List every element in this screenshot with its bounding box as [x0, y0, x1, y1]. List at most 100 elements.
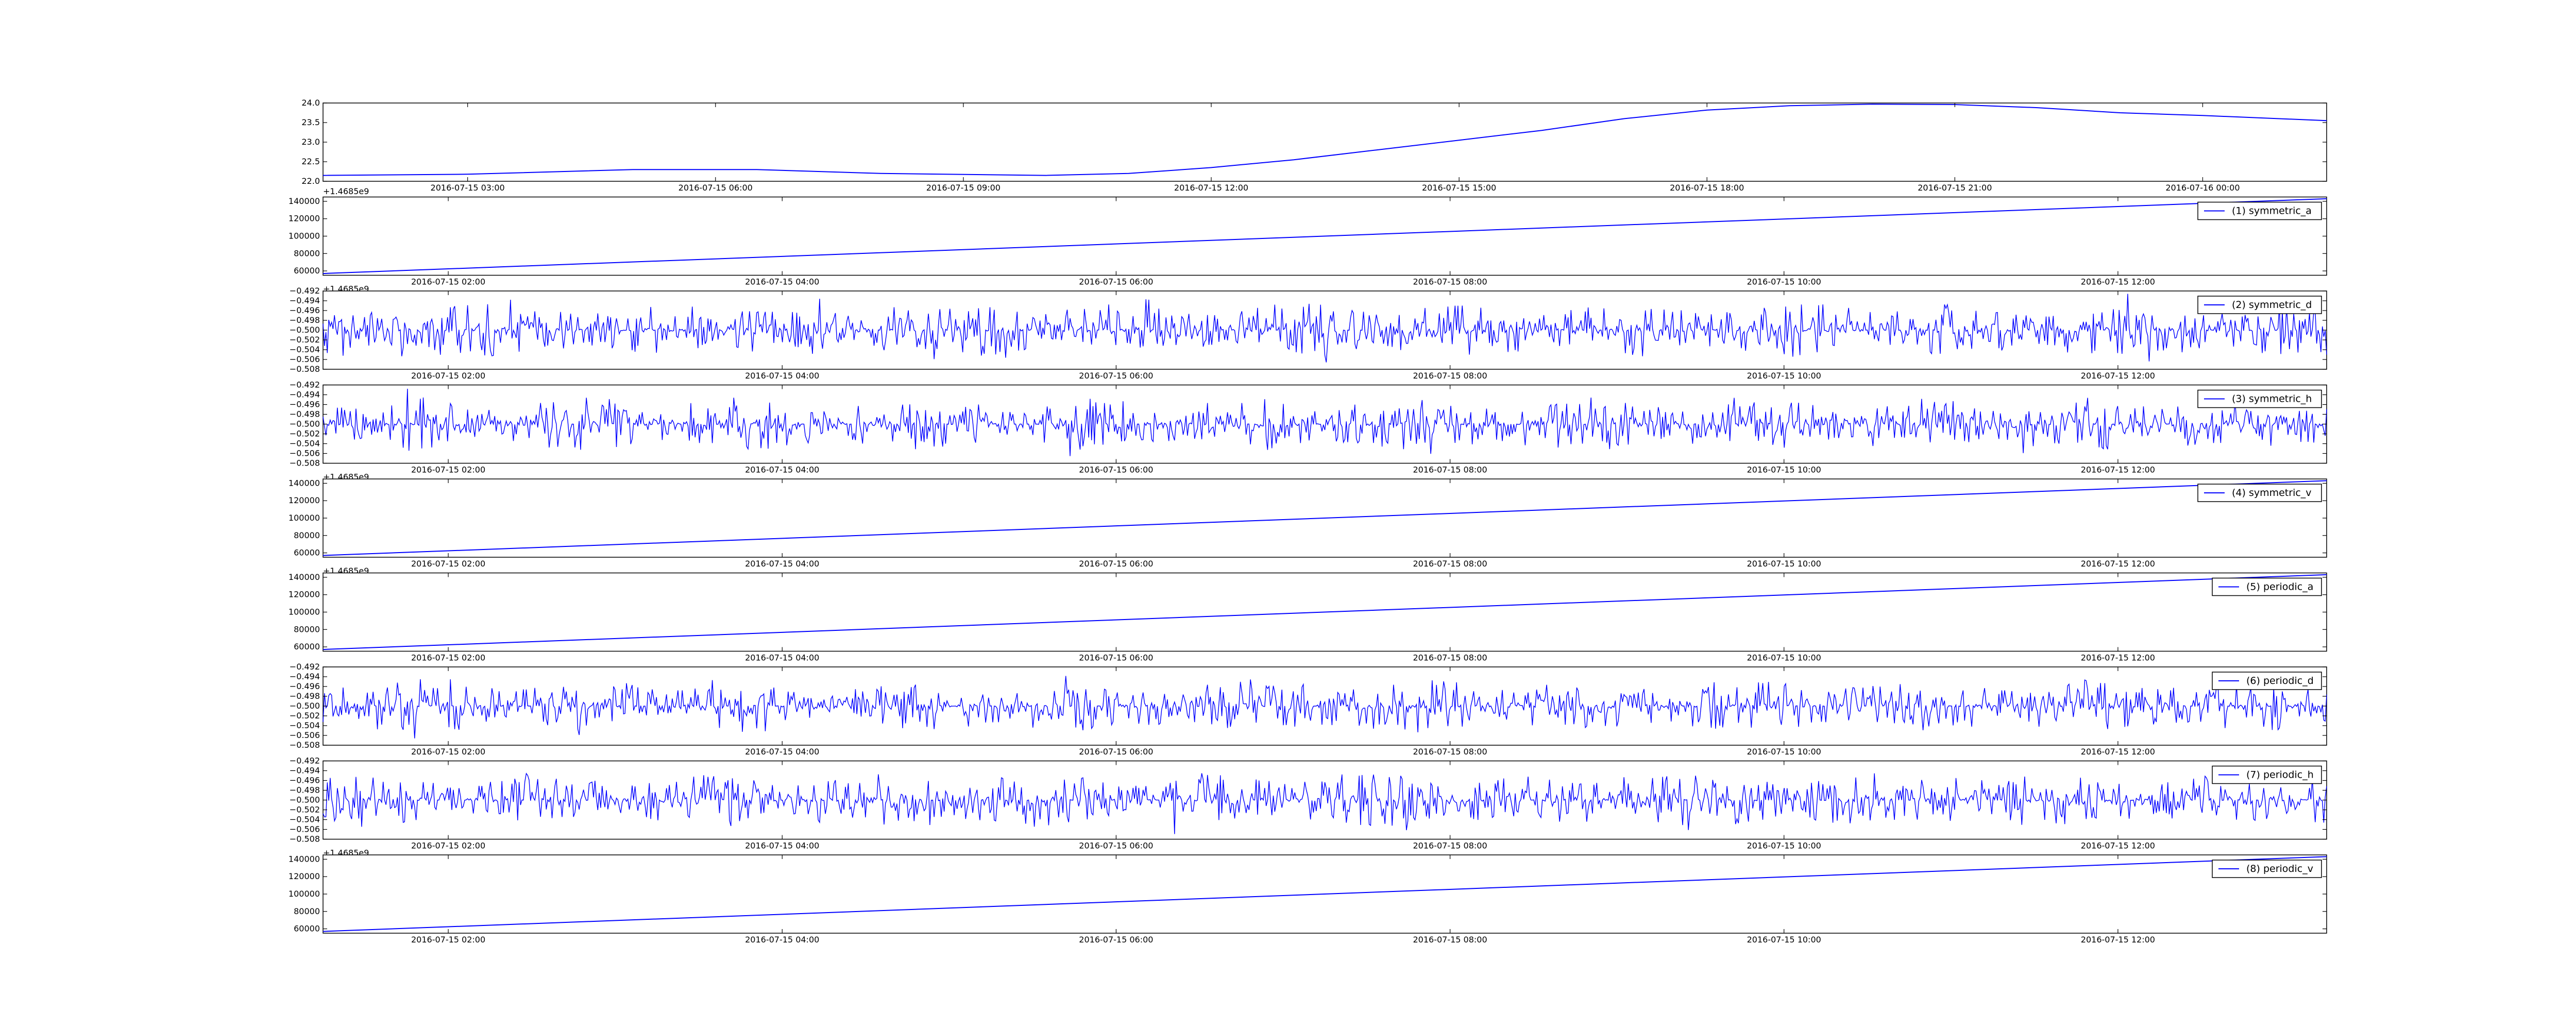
y-tick-label: −0.496 — [290, 400, 320, 409]
y-tick-label: −0.502 — [290, 711, 320, 720]
legend-label: (2) symmetric_d — [2232, 299, 2312, 311]
y-tick-label: −0.494 — [290, 390, 320, 400]
x-tick-label: 2016-07-15 06:00 — [1079, 465, 1153, 475]
y-tick-label: −0.498 — [290, 315, 320, 325]
y-tick-label: 100000 — [289, 607, 320, 617]
y-tick-label: 60000 — [294, 266, 320, 276]
y-tick-label: 80000 — [294, 248, 320, 258]
y-tick-label: 80000 — [294, 624, 320, 634]
subplot-1: 60000 80000 100000 120000 140000 2016-07-15 0… — [289, 196, 2327, 294]
x-tick-label: 2016-07-15 10:00 — [1747, 841, 1821, 851]
y-tick-label: −0.508 — [290, 458, 320, 468]
legend-label: (7) periodic_h — [2246, 769, 2314, 781]
y-tick-label: 80000 — [294, 906, 320, 916]
y-tick-label: −0.504 — [290, 345, 320, 354]
legend-label: (4) symmetric_v — [2232, 487, 2312, 499]
x-tick-label: 2016-07-15 04:00 — [745, 747, 819, 757]
x-tick-label: 2016-07-15 06:00 — [1079, 277, 1153, 287]
x-tick-label: 2016-07-15 12:00 — [2081, 935, 2155, 945]
y-tick-label: 120000 — [289, 214, 320, 224]
x-tick-label: 2016-07-15 06:00 — [1079, 559, 1153, 569]
x-tick-label: 2016-07-15 10:00 — [1747, 935, 1821, 945]
x-tick-label: 2016-07-15 02:00 — [411, 935, 485, 945]
y-tick-label: 140000 — [289, 854, 320, 864]
x-tick-label: 2016-07-15 06:00 — [679, 183, 753, 193]
series-line — [323, 388, 2327, 456]
y-tick-label: 23.0 — [301, 137, 320, 147]
legend: (3) symmetric_h — [2197, 389, 2322, 408]
subplot-5: 60000 80000 100000 120000 140000 2016-07-15 0… — [289, 572, 2327, 663]
y-tick-label: −0.508 — [290, 364, 320, 374]
subplot-8: 60000 80000 100000 120000 140000 2016-07-15 0… — [289, 854, 2327, 945]
x-tick-label: 2016-07-15 10:00 — [1747, 559, 1821, 569]
subplot-3: −0.508−0.506−0.504−0.502−0.500−0.498−0.4… — [290, 380, 2327, 482]
x-tick-label: 2016-07-15 12:00 — [2081, 653, 2155, 663]
y-tick-label: −0.498 — [290, 691, 320, 701]
y-tick-label: −0.498 — [290, 409, 320, 419]
x-tick-label: 2016-07-15 10:00 — [1747, 371, 1821, 381]
x-tick-label: 2016-07-15 03:00 — [431, 183, 505, 193]
y-tick-label: −0.492 — [290, 380, 320, 390]
series-line — [323, 198, 2327, 274]
y-tick-label: 140000 — [289, 196, 320, 206]
x-tick-label: 2016-07-15 12:00 — [2081, 841, 2155, 851]
y-tick-label: −0.506 — [290, 449, 320, 458]
legend: (6) periodic_d — [2212, 672, 2322, 690]
y-tick-label: −0.500 — [290, 419, 320, 429]
y-tick-label: −0.494 — [290, 672, 320, 681]
y-tick-label: −0.494 — [290, 766, 320, 776]
axes-frame — [323, 384, 2327, 464]
x-tick-label: 2016-07-15 08:00 — [1413, 653, 1487, 663]
y-tick-label: −0.502 — [290, 805, 320, 815]
series-line — [323, 772, 2327, 834]
y-tick-label: −0.508 — [290, 740, 320, 750]
subplot-6: −0.508−0.506−0.504−0.502−0.500−0.498−0.4… — [290, 662, 2327, 757]
y-tick-label: −0.504 — [290, 439, 320, 449]
series-line — [323, 856, 2327, 932]
x-tick-label: 2016-07-15 10:00 — [1747, 653, 1821, 663]
y-tick-label: −0.496 — [290, 305, 320, 315]
axes-frame — [323, 102, 2327, 182]
x-tick-label: 2016-07-15 10:00 — [1747, 465, 1821, 475]
x-tick-label: 2016-07-15 06:00 — [1079, 841, 1153, 851]
legend: (8) periodic_v — [2212, 860, 2322, 878]
y-tick-label: 22.0 — [301, 176, 320, 186]
x-tick-label: 2016-07-15 12:00 — [2081, 465, 2155, 475]
x-tick-label: 2016-07-15 04:00 — [745, 841, 819, 851]
y-tick-label: 60000 — [294, 924, 320, 934]
x-tick-label: 2016-07-15 08:00 — [1413, 559, 1487, 569]
subplot-2: −0.508−0.506−0.504−0.502−0.500−0.498−0.4… — [290, 286, 2327, 381]
subplots: 22.0 22.5 23.0 23.5 24.0 2016-07-15 03:00 2016… — [289, 98, 2327, 945]
x-tick-label: 2016-07-15 18:00 — [1670, 183, 1744, 193]
x-tick-label: 2016-07-15 10:00 — [1747, 747, 1821, 757]
legend-label: (5) periodic_a — [2246, 581, 2313, 593]
x-tick-label: 2016-07-15 04:00 — [745, 653, 819, 663]
subplot-7: −0.508−0.506−0.504−0.502−0.500−0.498−0.4… — [290, 756, 2327, 858]
y-tick-label: −0.492 — [290, 662, 320, 672]
x-tick-label: 2016-07-15 12:00 — [2081, 559, 2155, 569]
x-tick-label: 2016-07-15 06:00 — [1079, 371, 1153, 381]
legend: (2) symmetric_d — [2197, 296, 2322, 314]
x-tick-label: 2016-07-15 02:00 — [411, 371, 485, 381]
x-tick-label: 2016-07-15 02:00 — [411, 841, 485, 851]
y-tick-label: −0.494 — [290, 296, 320, 305]
y-tick-label: 24.0 — [301, 98, 320, 108]
y-tick-label: −0.496 — [290, 681, 320, 691]
x-tick-label: 2016-07-15 04:00 — [745, 371, 819, 381]
x-tick-label: 2016-07-15 12:00 — [2081, 371, 2155, 381]
series-line — [323, 676, 2327, 739]
x-tick-label: 2016-07-15 08:00 — [1413, 465, 1487, 475]
y-tick-label: 60000 — [294, 548, 320, 558]
x-tick-label: 2016-07-15 21:00 — [1918, 183, 1992, 193]
series-line — [323, 574, 2327, 650]
y-tick-label: 140000 — [289, 478, 320, 488]
legend-label: (8) periodic_v — [2246, 863, 2313, 874]
legend: (5) periodic_a — [2212, 577, 2322, 596]
subplot-0: 22.0 22.5 23.0 23.5 24.0 2016-07-15 03:00 2016… — [301, 98, 2327, 193]
series-line — [323, 480, 2327, 556]
x-tick-label: 2016-07-15 04:00 — [745, 465, 819, 475]
x-tick-label: 2016-07-15 10:00 — [1747, 277, 1821, 287]
y-tick-label: −0.506 — [290, 354, 320, 364]
y-tick-label: −0.492 — [290, 286, 320, 296]
